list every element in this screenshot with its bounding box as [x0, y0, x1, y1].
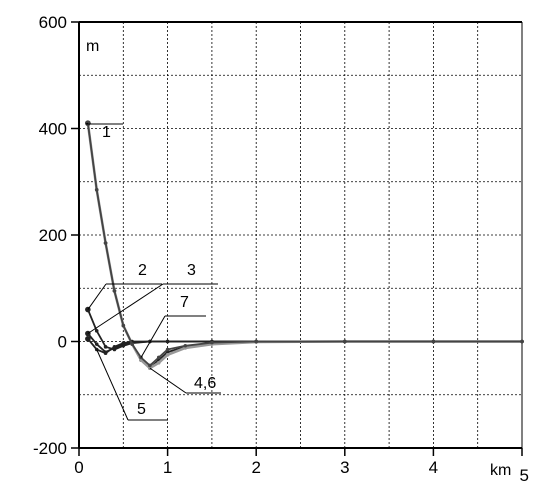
x-tick-label: 4	[429, 458, 438, 477]
data-point	[165, 353, 170, 357]
series-5	[85, 336, 524, 356]
series-7	[85, 120, 524, 368]
data-point	[94, 329, 99, 333]
data-point	[431, 339, 436, 344]
curve-label: 7	[180, 294, 189, 311]
grid	[79, 22, 522, 448]
data-point	[165, 347, 170, 352]
y-tick-label: 200	[39, 226, 67, 245]
tick-labels: -200 0 200 400 600 0 1 2 3 4 5	[33, 13, 529, 485]
data-point	[156, 361, 161, 365]
curve-label: 1	[102, 124, 111, 141]
series-4-6	[85, 120, 524, 370]
series-line	[86, 123, 522, 370]
leader-line	[96, 349, 129, 421]
data-point	[343, 339, 347, 344]
data-point	[210, 340, 214, 345]
data-point	[148, 363, 152, 368]
y-tick-label: -200	[33, 439, 67, 458]
data-point	[165, 339, 170, 344]
data-point	[103, 351, 108, 356]
curve-label: 5	[137, 401, 146, 418]
data-point	[254, 339, 258, 344]
leader-line	[85, 122, 89, 125]
data-point	[121, 323, 126, 328]
leader-line	[87, 283, 164, 334]
x-tick-label: 1	[163, 458, 172, 477]
y-tick-label: 0	[58, 333, 67, 352]
data-point	[112, 345, 117, 349]
data-point	[130, 342, 134, 346]
y-tick-label: 600	[39, 13, 67, 32]
data-point	[94, 342, 99, 346]
data-point	[85, 336, 91, 342]
x-axis-unit: km	[490, 462, 511, 479]
series-1	[85, 120, 524, 370]
data-point	[121, 341, 126, 345]
label-leaders	[85, 122, 221, 421]
x-tick-label: 2	[251, 458, 260, 477]
curve-label: 4,6	[194, 375, 216, 392]
x-tick-label: 5	[520, 466, 529, 485]
curves	[85, 120, 524, 370]
x-tick-label: 0	[74, 458, 83, 477]
y-axis-unit: m	[86, 38, 99, 55]
data-point	[103, 345, 108, 349]
curve-labels: 1 2 3 4,6 5 7	[102, 124, 216, 418]
series-line	[87, 123, 522, 367]
data-point	[520, 339, 524, 344]
data-point	[103, 241, 108, 245]
leader-line	[149, 367, 187, 394]
series-2	[85, 306, 524, 352]
leader-line	[87, 283, 107, 310]
series-line	[87, 309, 522, 351]
leader-line	[140, 315, 166, 358]
series-line	[87, 123, 522, 370]
curve-label: 3	[187, 262, 196, 279]
x-tick-label: 3	[340, 458, 349, 477]
data-point	[94, 187, 99, 192]
axes	[71, 21, 523, 456]
curve-label: 2	[138, 262, 147, 279]
data-point	[183, 343, 188, 348]
data-point	[112, 289, 117, 293]
y-tick-label: 400	[39, 120, 67, 139]
data-point	[156, 355, 161, 360]
